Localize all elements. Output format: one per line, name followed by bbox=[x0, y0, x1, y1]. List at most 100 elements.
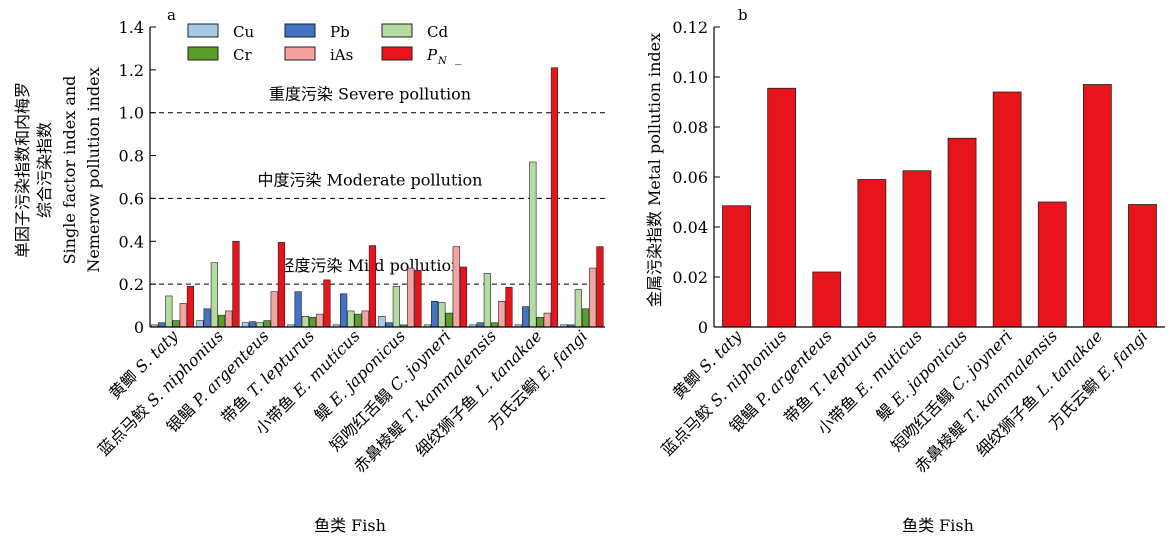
bar-pb-s-niphonius bbox=[203, 308, 211, 328]
panel-a-y-tick-label: 1.4 bbox=[119, 18, 144, 37]
bar-pb-t-kammalensis bbox=[476, 322, 484, 328]
panel-a-y-ticks: 0 0.2 0.4 0.6 0.8 1.0 1.2 1.4 bbox=[119, 18, 156, 337]
panel-b-y-tick-label: 0.02 bbox=[672, 268, 708, 287]
panel-b-x-axis-label: 鱼类 Fish bbox=[902, 516, 974, 535]
bar-ias-s-niphonius bbox=[225, 310, 233, 328]
bar-p-n-e-muticus bbox=[368, 245, 377, 328]
threshold-label-0.6: 中度污染 Moderate pollution bbox=[258, 170, 483, 189]
panel-a-bars bbox=[150, 67, 604, 328]
legend-label-pn-subscript: N bbox=[437, 56, 448, 67]
panel-a-y-axis-label: 单因子污染指数和内梅罗 综合污染指数 Single factor index a… bbox=[13, 67, 103, 272]
legend-label-pn-suffix: _ bbox=[455, 51, 462, 66]
panel-b-y-ticks: 0 0.02 0.04 0.06 0.08 0.10 0.12 bbox=[672, 18, 720, 337]
bar-pb-e-muticus bbox=[340, 293, 348, 328]
bar-pb-e-japonicus bbox=[385, 322, 393, 328]
legend-label-pn: P bbox=[426, 46, 438, 64]
bar-ias-p-argenteus bbox=[270, 291, 278, 328]
legend-label-cu: Cu bbox=[233, 23, 254, 41]
bar-cr-l-tanakae bbox=[536, 317, 544, 328]
bar-cd-p-argenteus bbox=[256, 322, 264, 328]
panel-b-y-tick-label: 0.04 bbox=[672, 218, 708, 237]
panel-b-y-tick-label: 0.08 bbox=[672, 118, 708, 137]
bar-ias-t-lepturus bbox=[316, 313, 324, 328]
panel-a-threshold-lines: 重度污染 Severe pollution 中度污染 Moderate pollu… bbox=[150, 85, 605, 285]
bar-p-n-s-taty bbox=[186, 285, 195, 328]
panel-b: b 金属污染指数 Metal pollution index 0 0.02 0.04… bbox=[645, 6, 1165, 535]
bar-cd-s-niphonius bbox=[210, 262, 218, 328]
panel-b-y-tick-label: 0.12 bbox=[672, 18, 708, 37]
bar-ias-s-taty bbox=[179, 303, 187, 328]
panel-a-y-tick-label: 0.8 bbox=[119, 147, 144, 166]
panel-a-ylabel-line-4: Nemerow pollution index bbox=[84, 67, 103, 272]
panel-b-y-axis-label: 金属污染指数 Metal pollution index bbox=[645, 33, 664, 307]
bar-p-n-c-joyneri bbox=[459, 266, 468, 328]
bar-cr-p-argenteus bbox=[263, 320, 271, 328]
bar-p-n-e-fangi bbox=[596, 246, 604, 328]
panel-a-x-axis-label: 鱼类 Fish bbox=[314, 516, 386, 535]
bar-mpi-t-lepturus bbox=[857, 179, 887, 328]
bar-cd-t-lepturus bbox=[301, 315, 309, 328]
bar-p-n-l-tanakae bbox=[550, 67, 559, 328]
bar-mpi-c-joyneri bbox=[992, 91, 1022, 328]
bar-ias-e-japonicus bbox=[407, 267, 415, 328]
bar-cr-s-taty bbox=[172, 320, 180, 328]
panel-a-y-tick-label: 0.6 bbox=[119, 189, 144, 208]
panel-b-y-tick-label: 0.10 bbox=[672, 68, 708, 87]
bar-mpi-s-niphonius bbox=[767, 87, 797, 328]
bar-cu-s-niphonius bbox=[196, 320, 204, 328]
panel-a-ylabel-line-3: Single factor index and bbox=[60, 76, 79, 265]
bar-p-n-t-kammalensis bbox=[505, 287, 513, 328]
panel-a-ylabel-line-1: 单因子污染指数和内梅罗 bbox=[13, 82, 32, 258]
legend-label-cr: Cr bbox=[233, 46, 252, 64]
legend-swatch-cr bbox=[187, 46, 219, 61]
bar-p-n-s-niphonius bbox=[232, 240, 240, 328]
bar-cr-t-lepturus bbox=[308, 317, 317, 328]
bar-pb-c-joyneri bbox=[431, 300, 439, 328]
bar-mpi-e-japonicus bbox=[947, 137, 977, 328]
bar-mpi-e-fangi bbox=[1128, 204, 1157, 328]
bar-p-n-t-lepturus bbox=[323, 279, 331, 328]
panel-a-label: a bbox=[167, 6, 176, 24]
threshold-label-1: 重度污染 Severe pollution bbox=[269, 85, 471, 104]
bar-mpi-e-muticus bbox=[902, 170, 932, 328]
legend-swatch-cd bbox=[381, 23, 413, 38]
bar-mpi-s-taty bbox=[722, 205, 751, 328]
bar-mpi-p-argenteus bbox=[812, 271, 842, 328]
panel-a-y-tick-label: 0.4 bbox=[119, 232, 144, 251]
bar-cd-s-taty bbox=[165, 295, 173, 328]
panel-a-ylabel-line-2: 综合污染指数 bbox=[35, 122, 54, 218]
legend-label-ias: iAs bbox=[330, 46, 353, 64]
bar-cd-e-japonicus bbox=[392, 285, 400, 328]
bar-pb-l-tanakae bbox=[522, 306, 530, 328]
panel-b-bars bbox=[722, 84, 1157, 328]
panel-b-y-tick-label: 0.06 bbox=[672, 168, 708, 187]
legend-swatch-cu bbox=[187, 23, 219, 38]
legend-label-cd: Cd bbox=[427, 23, 448, 41]
panel-b-label: b bbox=[738, 6, 748, 24]
bar-mpi-t-kammalensis bbox=[1037, 201, 1067, 328]
legend: Cu Pb Cd Cr iAs P N _ bbox=[187, 23, 462, 67]
panel-b-y-tick-label: 0 bbox=[698, 318, 708, 337]
bar-cd-e-muticus bbox=[347, 310, 355, 328]
panel-a-y-tick-label: 0 bbox=[134, 318, 144, 337]
legend-swatch-pb bbox=[284, 23, 316, 38]
bar-pb-s-taty bbox=[158, 322, 166, 328]
bar-cd-e-fangi bbox=[574, 289, 582, 328]
bar-cr-s-niphonius bbox=[217, 314, 226, 328]
legend-swatch-pn bbox=[381, 46, 413, 61]
bar-p-n-e-japonicus bbox=[414, 269, 422, 328]
bar-ias-e-fangi bbox=[589, 267, 597, 328]
bar-cu-p-argenteus bbox=[241, 322, 250, 328]
panel-a: a 单因子污染指数和内梅罗 综合污染指数 Single factor index… bbox=[13, 6, 605, 535]
bar-ias-t-kammalensis bbox=[498, 300, 506, 328]
bar-ias-e-muticus bbox=[361, 310, 369, 328]
bar-cd-t-kammalensis bbox=[483, 273, 491, 328]
bar-ias-l-tanakae bbox=[543, 312, 551, 328]
bar-mpi-l-tanakae bbox=[1082, 84, 1112, 328]
panel-a-y-tick-label: 0.2 bbox=[119, 275, 144, 294]
panel-a-y-tick-label: 1.0 bbox=[119, 104, 144, 123]
panel-a-axes bbox=[149, 27, 605, 328]
